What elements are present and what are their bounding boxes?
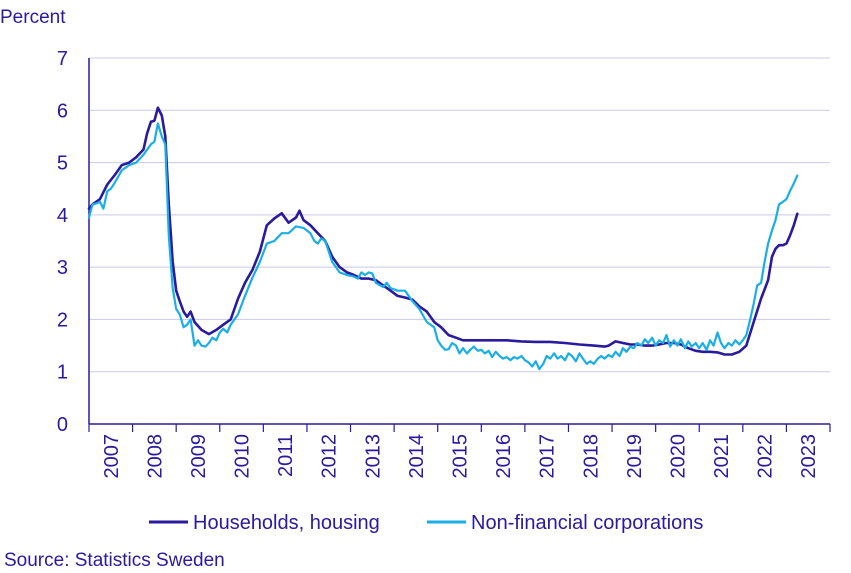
- x-tick-label: 2023: [798, 434, 820, 479]
- x-tick-label: 2017: [537, 434, 559, 479]
- x-tick-label: 2013: [362, 434, 384, 479]
- x-axis: 2007 2008 2009 2010 2011 2012 2013 2014 2015 2016…: [88, 58, 831, 479]
- x-tick-label: 2021: [711, 434, 733, 479]
- y-tick-label: 1: [57, 362, 68, 384]
- gridlines: [89, 57, 830, 373]
- y-tick-label: 4: [57, 205, 68, 227]
- x-tick-label: 2015: [450, 434, 472, 479]
- x-tick-label: 2016: [493, 434, 515, 479]
- y-axis-unit-label: Percent: [0, 7, 66, 28]
- y-tick-label: 6: [57, 100, 68, 122]
- x-tick-label: 2014: [406, 434, 428, 479]
- legend-label: Non-financial corporations: [471, 512, 703, 534]
- series-lines: [87, 106, 799, 371]
- x-tick-label: 2022: [755, 434, 777, 479]
- legend: Households, housing Non-financial corpora…: [149, 512, 703, 534]
- y-tick-label: 7: [57, 48, 68, 70]
- series-line-1: [87, 106, 799, 356]
- y-axis-ticks: 0 1 2 3 4 5 6 7: [57, 48, 68, 436]
- x-tick-label: 2020: [667, 434, 689, 479]
- x-tick-label: 2007: [101, 434, 123, 479]
- x-tick-label: 2012: [319, 434, 341, 479]
- x-tick-label: 2009: [188, 434, 210, 479]
- y-tick-label: 0: [57, 414, 68, 436]
- source-note: Source: Statistics Sweden: [4, 550, 225, 571]
- y-tick-label: 2: [57, 309, 68, 331]
- x-tick-label: 2019: [624, 434, 646, 479]
- legend-label: Households, housing: [193, 512, 380, 534]
- x-tick-label: 2011: [275, 434, 297, 477]
- y-tick-label: 3: [57, 257, 68, 279]
- x-tick-label: 2018: [580, 434, 602, 479]
- x-tick-label: 2010: [232, 434, 254, 479]
- x-tick-label: 2008: [144, 434, 166, 479]
- series-line-2: [87, 122, 799, 371]
- y-tick-label: 5: [57, 153, 68, 175]
